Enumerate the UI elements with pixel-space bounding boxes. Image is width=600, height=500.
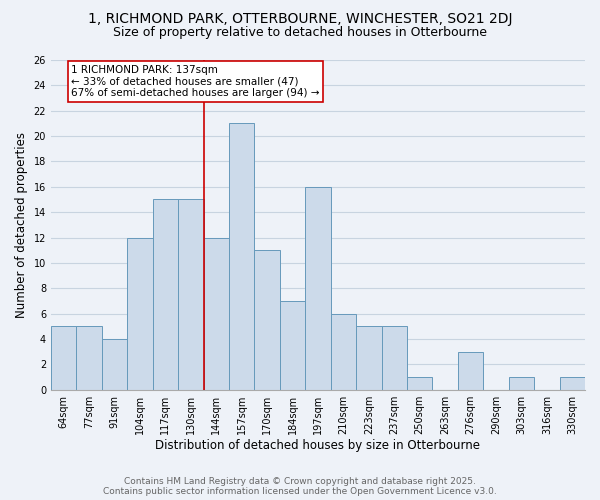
Bar [458, 352, 483, 390]
Bar [407, 377, 433, 390]
Bar [331, 314, 356, 390]
Bar [203, 238, 229, 390]
Bar [280, 301, 305, 390]
Y-axis label: Number of detached properties: Number of detached properties [15, 132, 28, 318]
Bar [509, 377, 534, 390]
Bar [254, 250, 280, 390]
X-axis label: Distribution of detached houses by size in Otterbourne: Distribution of detached houses by size … [155, 440, 481, 452]
Bar [127, 238, 152, 390]
Bar [305, 187, 331, 390]
Bar [560, 377, 585, 390]
Bar [382, 326, 407, 390]
Bar [102, 339, 127, 390]
Text: Size of property relative to detached houses in Otterbourne: Size of property relative to detached ho… [113, 26, 487, 39]
Bar [51, 326, 76, 390]
Bar [229, 124, 254, 390]
Text: 1 RICHMOND PARK: 137sqm
← 33% of detached houses are smaller (47)
67% of semi-de: 1 RICHMOND PARK: 137sqm ← 33% of detache… [71, 65, 320, 98]
Text: 1, RICHMOND PARK, OTTERBOURNE, WINCHESTER, SO21 2DJ: 1, RICHMOND PARK, OTTERBOURNE, WINCHESTE… [88, 12, 512, 26]
Bar [152, 200, 178, 390]
Bar [356, 326, 382, 390]
Text: Contains HM Land Registry data © Crown copyright and database right 2025.
Contai: Contains HM Land Registry data © Crown c… [103, 476, 497, 496]
Bar [76, 326, 102, 390]
Bar [178, 200, 203, 390]
